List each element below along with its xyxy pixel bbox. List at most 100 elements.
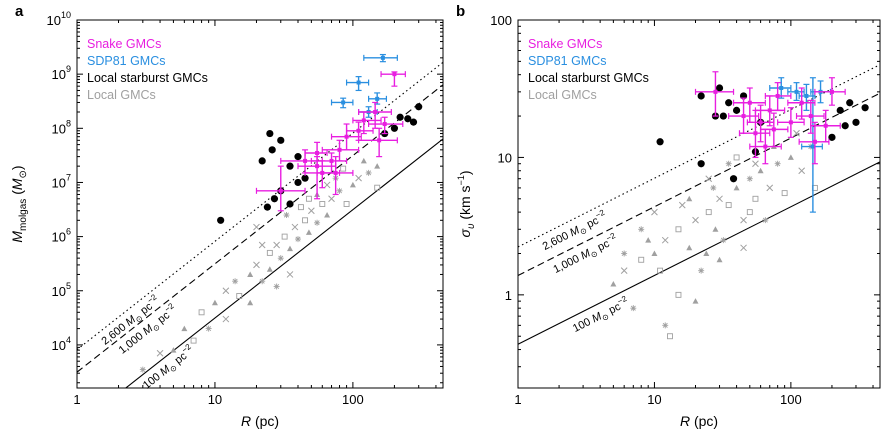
data-point-errorbar [760, 112, 789, 148]
data-point [286, 271, 294, 278]
data-layer [77, 53, 443, 388]
data-point [661, 236, 669, 244]
data-point [698, 267, 705, 274]
chart-panel-b: b 1 10 100 R (pc) 1 10 100 συ (km s−1) 100 M⊙ pc−… [456, 3, 881, 429]
data-point [286, 245, 293, 252]
data-point [798, 167, 806, 175]
data-point-errorbar [777, 107, 805, 138]
data-layer [518, 64, 880, 345]
x-tick-label: 10 [647, 392, 661, 407]
data-point [651, 208, 658, 216]
data-point [729, 175, 738, 183]
data-point [712, 226, 719, 232]
y-tick-label: 10 [498, 150, 512, 165]
data-point [757, 167, 764, 174]
data-point-errorbar [321, 139, 360, 162]
legend-entry: Local GMCs [528, 88, 597, 102]
data-point-errorbar [368, 92, 388, 105]
data-point [705, 209, 712, 216]
data-point [259, 278, 266, 285]
y-tick-label: 107 [52, 172, 71, 190]
data-point [258, 241, 266, 249]
data-point [746, 209, 753, 216]
reference-line-1000 [518, 92, 880, 276]
data-point [697, 160, 705, 168]
data-point [787, 154, 794, 160]
x-tick-label: 100 [780, 392, 802, 407]
data-point [752, 195, 759, 202]
data-point [740, 244, 747, 252]
data-point [247, 271, 254, 277]
series-snake-gmcs [255, 71, 406, 212]
legend-entry: Snake GMCs [528, 37, 602, 51]
data-point [236, 293, 243, 299]
data-point [190, 337, 197, 344]
data-point-errorbar [769, 77, 792, 99]
data-point [340, 165, 347, 172]
data-point [630, 305, 637, 312]
data-point [409, 118, 418, 126]
data-point [390, 124, 399, 132]
y-tick-label: 109 [52, 64, 71, 82]
y-axis: 1 10 100 συ (km s−1) [456, 13, 880, 368]
data-point [277, 255, 284, 262]
data-point [355, 174, 362, 182]
reference-line-labels: 100 M⊙ pc−21,000 M⊙ pc−22,600 M⊙ pc−2 [541, 208, 633, 337]
data-point [732, 106, 741, 114]
legend-entry: SDP81 GMCs [87, 54, 166, 68]
data-point [774, 160, 781, 167]
x-axis: 1 10 100 R (pc) [514, 20, 874, 429]
data-point [365, 169, 372, 176]
data-point [270, 195, 279, 203]
data-point [268, 146, 276, 154]
data-point [374, 184, 381, 191]
data-point-errorbar [795, 99, 825, 134]
data-point [294, 236, 301, 243]
data-point [852, 118, 860, 126]
data-point [247, 299, 254, 306]
data-point [232, 278, 239, 285]
data-point-errorbar [255, 165, 306, 212]
data-point [692, 216, 699, 224]
data-point [170, 347, 177, 353]
data-point [656, 138, 664, 146]
legend: Snake GMCs SDP81 GMCs Local starburst GMCs… [87, 37, 208, 102]
data-point [258, 157, 266, 165]
data-point [719, 112, 727, 120]
data-point [657, 267, 664, 274]
panel-label: a [15, 3, 24, 20]
panel-label: b [456, 3, 465, 20]
data-point [349, 181, 356, 188]
data-point [302, 217, 309, 224]
y-tick-label: 104 [52, 335, 71, 353]
data-point [266, 129, 274, 138]
data-point [720, 237, 727, 244]
data-point [266, 249, 273, 256]
data-point [733, 154, 740, 161]
data-point [645, 237, 652, 243]
x-axis-label: R (pc) [680, 413, 718, 429]
data-point [156, 349, 164, 357]
data-point [697, 92, 705, 100]
data-point-errorbar [363, 53, 398, 63]
legend-entry: Local GMCs [87, 88, 156, 102]
data-point-errorbar [814, 77, 846, 106]
data-point-errorbar [810, 109, 841, 143]
data-point [675, 226, 682, 233]
y-tick-label: 1010 [47, 10, 71, 28]
data-point [762, 217, 769, 224]
reference-line-2600 [77, 61, 443, 351]
data-point [277, 136, 285, 144]
data-point-errorbar [345, 76, 370, 92]
reference-line-label-100: 100 M⊙ pc−2 [570, 294, 633, 337]
y-tick-label: 105 [52, 281, 71, 299]
data-point [294, 178, 302, 187]
data-point-errorbar [368, 116, 404, 135]
data-point [621, 250, 628, 257]
data-point [836, 106, 844, 114]
data-point [716, 195, 723, 203]
data-point [715, 84, 724, 92]
data-point [301, 174, 309, 182]
legend: Snake GMCs SDP81 GMCs Local starburst GMCs… [528, 37, 649, 102]
data-point [638, 256, 645, 263]
